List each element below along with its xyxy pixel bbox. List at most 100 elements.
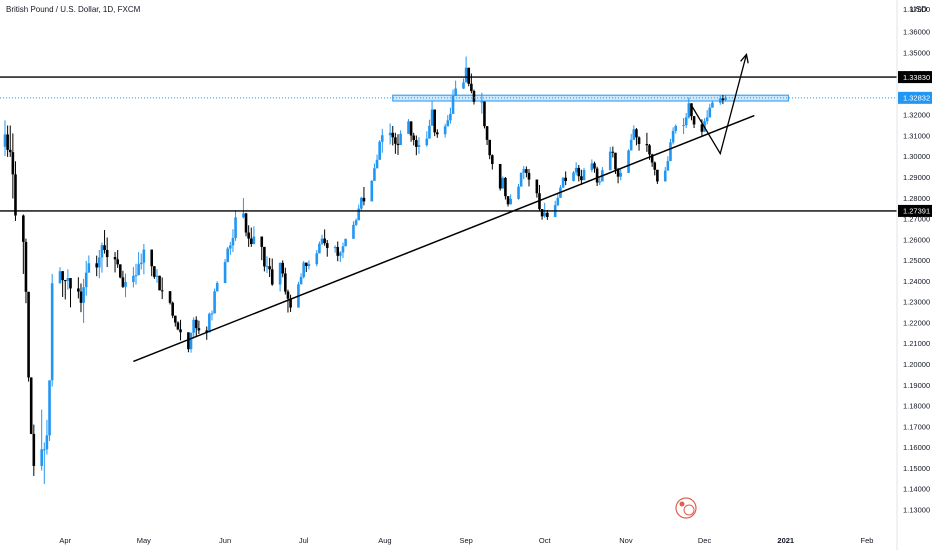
candle-body <box>289 298 292 308</box>
candle-body <box>132 275 135 283</box>
watermark-logo <box>675 497 697 519</box>
watermark-dot <box>679 501 685 507</box>
candle-body <box>118 264 122 278</box>
candle-body <box>454 88 457 97</box>
candle-body <box>595 168 599 183</box>
candle-body <box>375 159 379 169</box>
candle-body <box>22 215 25 242</box>
candle-body <box>708 107 712 118</box>
price-tags: 1.33830 1.32832 1.27391 <box>898 71 932 217</box>
candle-body <box>648 145 651 155</box>
candle-body <box>105 250 109 258</box>
candle-body <box>160 290 164 292</box>
candle-body <box>705 117 709 122</box>
candle-body <box>370 180 374 202</box>
candle-body <box>124 282 127 287</box>
price-tick-label: 1.28000 <box>903 194 930 203</box>
candle-body <box>192 319 195 333</box>
candle-body <box>598 181 602 183</box>
candle-body <box>362 197 366 202</box>
projection-arrowhead <box>740 53 749 64</box>
price-tick-label: 1.25000 <box>903 256 930 265</box>
price-tick-label: 1.30000 <box>903 152 930 161</box>
price-tag-label: 1.32832 <box>903 94 930 103</box>
candle-body <box>134 275 138 277</box>
time-tick-label: Dec <box>698 536 712 545</box>
candle-body <box>77 288 80 292</box>
candle-body <box>506 196 510 205</box>
candle-body <box>656 169 659 182</box>
candle-body <box>268 266 271 270</box>
candle-body <box>263 246 266 267</box>
time-tick-label: Sep <box>459 536 472 545</box>
candle-body <box>63 280 67 282</box>
price-tag-label: 1.27391 <box>903 207 930 216</box>
candle-body <box>669 142 672 162</box>
symbol-title[interactable]: British Pound / U.S. Dollar, 1D, FXCM <box>6 5 141 14</box>
candle-body <box>82 287 85 303</box>
price-tick-label: 1.17000 <box>903 422 930 431</box>
time-tick-label: 2021 <box>777 536 794 545</box>
candle-body <box>525 169 528 173</box>
candle-body <box>517 186 520 199</box>
candle-body <box>535 179 539 194</box>
price-axis-bg <box>897 0 932 550</box>
candle-body <box>467 67 471 84</box>
candle-body <box>32 433 36 466</box>
candle-body <box>352 224 355 239</box>
candle-body <box>572 172 575 182</box>
candle-body <box>632 129 636 140</box>
candle-body <box>113 257 117 260</box>
candle-body <box>428 125 431 139</box>
time-tick-label: May <box>137 536 151 545</box>
candle-body <box>121 277 125 287</box>
candle-body <box>168 291 172 303</box>
watermark-inner-circle <box>683 504 695 516</box>
candle-body <box>84 272 88 288</box>
candle-body <box>226 248 229 263</box>
candle-body <box>396 143 400 146</box>
time-tick-label: Jun <box>219 536 231 545</box>
resistance-zone <box>392 94 789 102</box>
candle-body <box>244 213 248 233</box>
time-tick-label: Aug <box>378 536 391 545</box>
candle-body <box>399 133 402 146</box>
candle-body <box>436 132 439 135</box>
candle-body <box>519 172 523 187</box>
candle-body <box>619 172 622 177</box>
price-tag-box <box>898 204 932 217</box>
candle-body <box>213 291 216 314</box>
candle-body <box>281 262 285 274</box>
candle-body <box>380 135 384 142</box>
candle-body <box>142 249 146 263</box>
candle-body <box>87 263 91 273</box>
candle-body <box>446 120 450 127</box>
candle-body <box>187 332 190 350</box>
price-tick-label: 1.14000 <box>903 485 930 494</box>
candle-body <box>611 151 615 153</box>
candle-body <box>197 328 201 331</box>
candle-body <box>69 278 72 289</box>
candle-body <box>48 380 51 436</box>
candle-body <box>270 269 274 285</box>
price-tick-label: 1.26000 <box>903 235 930 244</box>
candle-body <box>674 125 678 131</box>
price-axis-top-label: 1.37000 <box>903 5 930 14</box>
candle-body <box>249 238 253 244</box>
candle-body <box>724 97 727 100</box>
candle-body <box>284 273 287 292</box>
candle-body <box>483 101 486 127</box>
candle-body <box>721 98 725 100</box>
price-tick-label: 1.21000 <box>903 339 930 348</box>
candle-body <box>711 102 714 108</box>
candle-body <box>430 109 434 126</box>
candle-body <box>412 135 416 141</box>
candle-body <box>79 291 83 303</box>
candle-body <box>61 271 64 281</box>
currency-label[interactable]: USD <box>910 5 927 14</box>
candle-body <box>378 141 381 160</box>
price-tick-label: 1.19000 <box>903 381 930 390</box>
candle-body <box>265 266 269 268</box>
candle-body <box>344 238 347 247</box>
